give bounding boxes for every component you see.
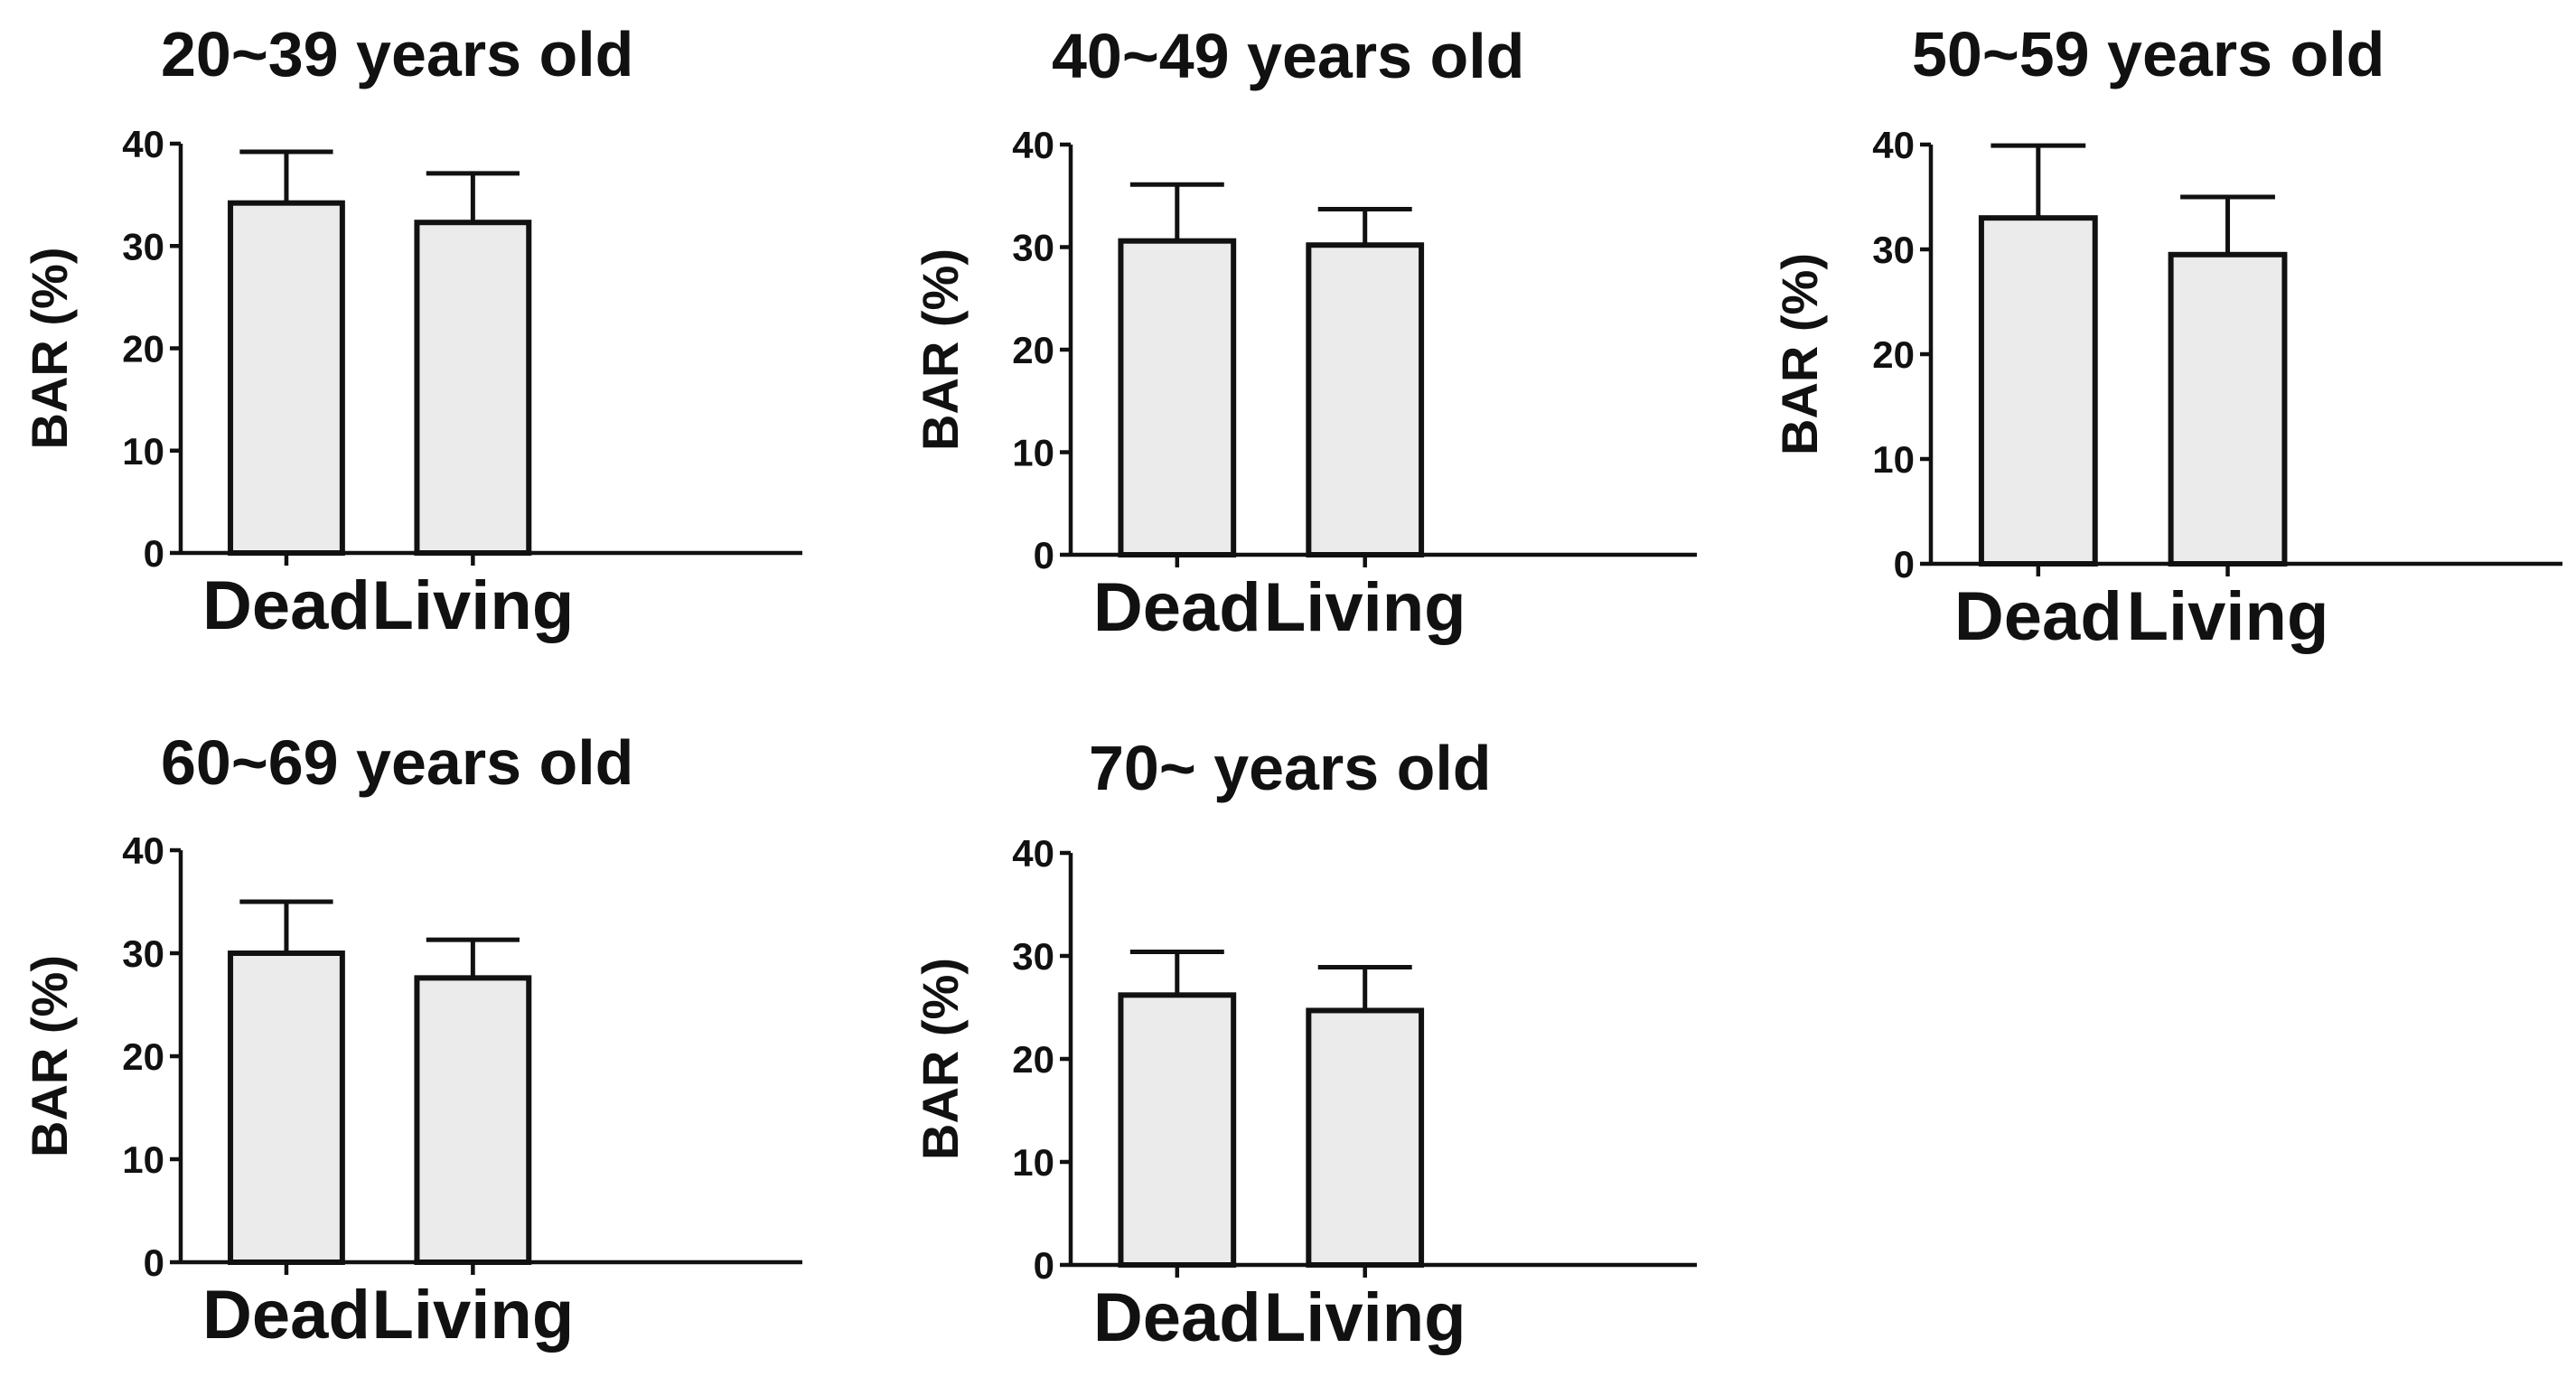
panel-5-title: 70~ years old [1089, 733, 1492, 803]
panel-5-category-label-living: Living [1264, 1279, 1466, 1356]
panel-1-y-tick-label-30: 30 [122, 225, 164, 267]
panel-2-y-tick-label-20: 20 [1012, 329, 1054, 371]
panel-2-y-tick-label-40: 40 [1012, 124, 1054, 166]
panel-4: 60~69 years old BAR (%) Dead Living 0 10 20 30 4… [21, 727, 802, 1353]
panel-4-bar-dead [228, 951, 345, 1265]
panel-4-y-tick-label-10: 10 [122, 1138, 164, 1181]
panel-4-title: 60~69 years old [161, 727, 633, 798]
panel-3-y-tick-label-20: 20 [1872, 333, 1915, 376]
panel-2-y-tick-label-10: 10 [1012, 432, 1054, 474]
panel-4-category-label-dead: Dead [202, 1277, 370, 1353]
panel-3-bar-living [2168, 251, 2288, 567]
panel-4-category-label-living: Living [371, 1277, 574, 1353]
panel-4-y-tick-label-20: 20 [122, 1035, 164, 1078]
panel-5-y-tick-label-40: 40 [1012, 832, 1054, 875]
panel-5-bar-dead [1118, 992, 1237, 1268]
panel-1-y-tick-label-20: 20 [122, 328, 164, 370]
panel-2-y-tick-label-0: 0 [1034, 534, 1054, 576]
panel-2-category-label-dead: Dead [1093, 569, 1261, 646]
panel-4-y-tick-label-30: 30 [122, 932, 164, 975]
panel-3-category-label-living: Living [2127, 578, 2329, 655]
panel-4-bar-living [414, 975, 532, 1265]
panel-3-y-tick-label-40: 40 [1872, 124, 1915, 166]
panel-1-category-label-dead: Dead [202, 567, 370, 644]
panel-3-category-label-dead: Dead [1954, 578, 2122, 655]
panel-3-y-tick-label-10: 10 [1872, 438, 1915, 481]
panel-3-y-tick-label-0: 0 [1894, 543, 1915, 585]
panel-5-y-tick-label-30: 30 [1012, 935, 1054, 978]
panel-3-bar-dead [1978, 215, 2098, 567]
panel-1-bar-living [414, 220, 532, 556]
panel-2-bar-living [1306, 242, 1425, 557]
panel-2-y-tick-label-30: 30 [1012, 227, 1054, 269]
panel-5: 70~ years old BAR (%) Dead Living 0 10 20 30 40 [912, 733, 1697, 1356]
panel-5-y-tick-label-0: 0 [1034, 1244, 1054, 1287]
panel-1-y-tick-label-40: 40 [122, 123, 164, 165]
panel-1-y-tick-label-0: 0 [144, 532, 164, 575]
panel-4-y-axis-title: BAR (%) [21, 955, 78, 1157]
panel-3-y-axis-title: BAR (%) [1771, 253, 1828, 455]
panel-5-y-tick-label-20: 20 [1012, 1038, 1054, 1081]
panel-4-y-tick-label-40: 40 [122, 829, 164, 872]
panel-5-y-tick-label-10: 10 [1012, 1141, 1054, 1184]
panel-2-bar-dead [1118, 238, 1237, 557]
panel-3-title: 50~59 years old [1912, 19, 2384, 89]
panel-1-title: 20~39 years old [161, 19, 633, 89]
panel-5-category-label-dead: Dead [1093, 1279, 1261, 1356]
panel-1-category-label-living: Living [371, 567, 574, 644]
panel-1-y-tick-label-10: 10 [122, 430, 164, 473]
panel-2-y-axis-title: BAR (%) [912, 248, 969, 451]
panel-2-title: 40~49 years old [1052, 21, 1524, 91]
panel-5-y-axis-title: BAR (%) [912, 958, 969, 1160]
panel-1-bar-dead [228, 200, 345, 556]
panel-3: 50~59 years old BAR (%) Dead Living 0 10 20 30 4… [1771, 19, 2562, 655]
panel-1-y-axis-title: BAR (%) [21, 248, 78, 450]
panel-2-category-label-living: Living [1264, 569, 1466, 646]
panel-2: 40~49 years old BAR (%) Dead Living 0 10 20 30 4… [912, 21, 1697, 646]
panel-5-bar-living [1306, 1007, 1425, 1269]
panel-3-y-tick-label-30: 30 [1872, 229, 1915, 271]
panel-4-y-tick-label-0: 0 [144, 1241, 164, 1284]
panel-1: 20~39 years old BAR (%) Dead Living 0 10 20 30 4… [21, 19, 802, 644]
